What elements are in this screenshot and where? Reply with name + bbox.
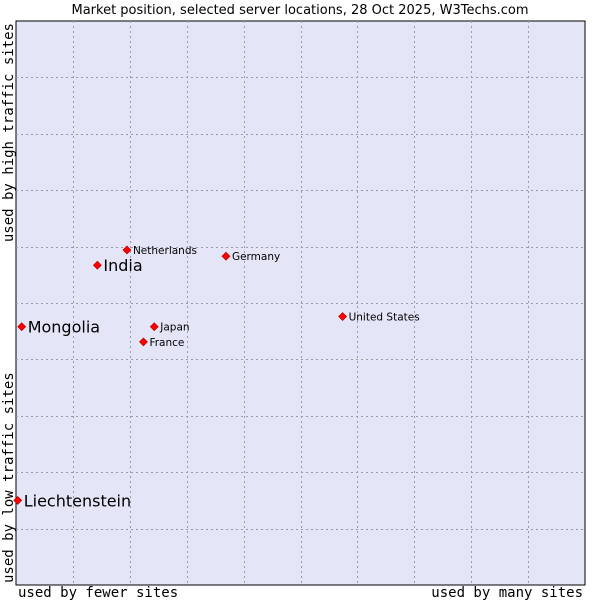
chart-title: Market position, selected server locatio… bbox=[71, 3, 528, 18]
point-marker-liechtenstein bbox=[13, 495, 23, 505]
point-marker-netherlands bbox=[122, 245, 132, 255]
x-axis-label-left: used by fewer sites bbox=[18, 585, 178, 600]
point-label-japan: Japan bbox=[159, 322, 189, 334]
x-axis-label-right: used by many sites bbox=[431, 585, 583, 600]
point-label-liechtenstein: Liechtenstein bbox=[24, 491, 131, 510]
point-marker-germany bbox=[221, 251, 231, 261]
y-axis-label-top: used by high traffic sites bbox=[1, 23, 17, 242]
grid bbox=[16, 21, 585, 585]
point-label-united-states: United States bbox=[349, 312, 420, 324]
point-marker-france bbox=[139, 337, 148, 347]
plot-area bbox=[15, 20, 586, 586]
point-marker-mongolia bbox=[17, 322, 27, 332]
point-marker-united-states bbox=[338, 312, 348, 321]
point-marker-india bbox=[92, 260, 102, 270]
point-label-france: France bbox=[149, 337, 184, 349]
point-label-india: India bbox=[103, 256, 142, 275]
point-label-mongolia: Mongolia bbox=[28, 318, 100, 337]
y-axis-label-bottom: used by low traffic sites bbox=[1, 372, 17, 583]
point-marker-japan bbox=[149, 322, 159, 332]
point-label-netherlands: Netherlands bbox=[133, 245, 197, 257]
point-label-germany: Germany bbox=[232, 251, 280, 263]
